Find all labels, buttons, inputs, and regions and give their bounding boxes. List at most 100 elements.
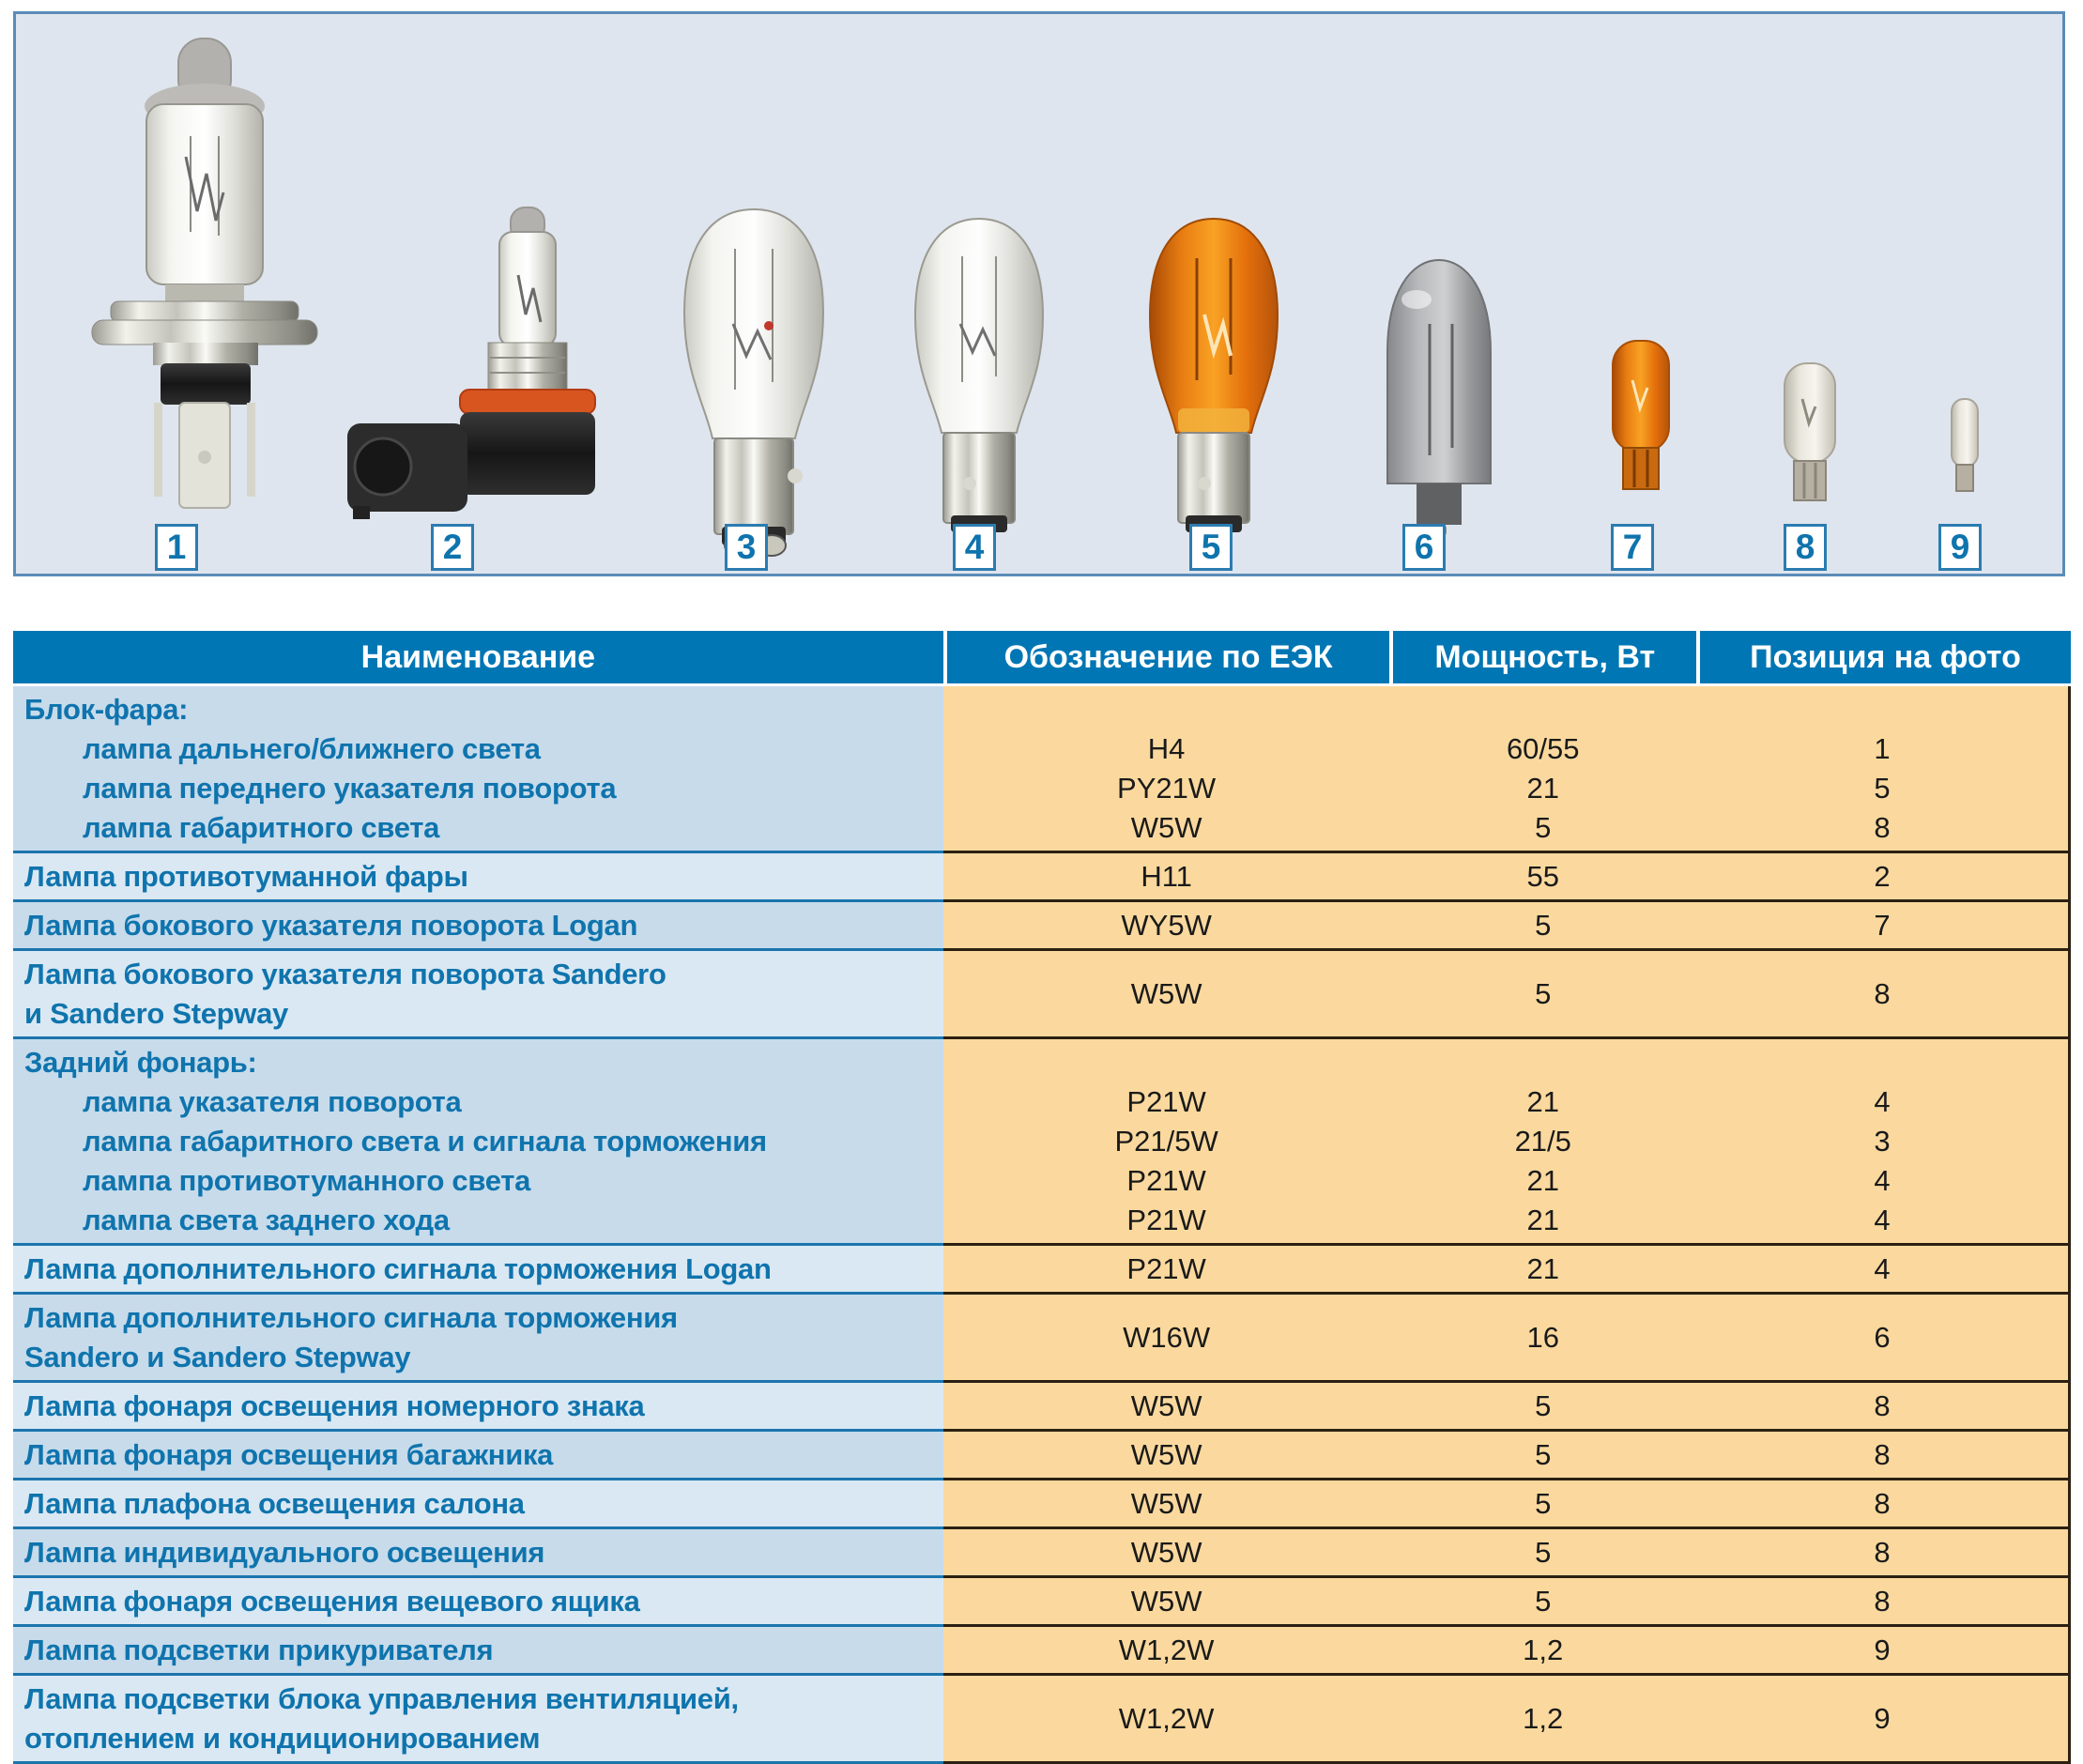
power-watts-cell: 5 (1389, 1432, 1697, 1480)
bulb-position-label-2: 2 (431, 524, 474, 571)
lamps-table: Наименование Обозначение по ЕЭК Мощность… (13, 631, 2071, 1764)
photo-position-cell: 7 (1696, 902, 2071, 951)
bulb-position-label-6: 6 (1402, 524, 1446, 571)
lamp-name: Лампа подсветки прикуривателя (24, 1634, 494, 1666)
power-watts-cell: 5 (1389, 1578, 1697, 1627)
wy5w-amber-wedge-bulb-icon (1612, 340, 1670, 490)
header-ece-designation: Обозначение по ЕЭК (942, 631, 1390, 686)
header-name: Наименование (13, 631, 943, 686)
power-watts-cell: 5 (1389, 1383, 1697, 1432)
bulbs-photo (91, 38, 1979, 557)
lamp-name-cell: Лампа фонаря освещения вещевого ящика (13, 1578, 943, 1627)
table-row: Лампа плафона освещения салона W5W 5 8 (13, 1480, 2071, 1529)
power-watts-cell: 16 (1389, 1295, 1697, 1383)
lamp-name-cell: Задний фонарь: лампа указателя поворота ла… (13, 1039, 943, 1246)
lamp-name: Лампа плафона освещения салона (24, 1487, 525, 1520)
lamp-name-cell: Лампа дополнительного сигнала торможения… (13, 1295, 943, 1383)
ece-designation-cell: W5W (942, 1529, 1390, 1578)
power-watts-cell: 5 (1389, 1529, 1697, 1578)
w16w-gray-wedge-bulb-icon (1386, 258, 1492, 536)
table-row: Лампа дополнительного сигнала торможения… (13, 1295, 2071, 1383)
ece-designation-cell: P21W (942, 1246, 1390, 1295)
bulb-position-label-7: 7 (1611, 524, 1654, 571)
ece-designation-cell: W16W (942, 1295, 1390, 1383)
lamp-name-line2: Sandero и Sandero Stepway (24, 1341, 411, 1373)
table-header-row: Наименование Обозначение по ЕЭК Мощность… (13, 631, 2071, 686)
lamp-name: Лампа дополнительного сигнала торможения… (24, 1252, 772, 1285)
w5w-clear-wedge-bulb-icon (1784, 362, 1836, 501)
power-watts-cell: 5 (1389, 902, 1697, 951)
lamp-name-cell: Лампа дополнительного сигнала торможения… (13, 1246, 943, 1295)
lamp-name-cell: Лампа индивидуального освещения (13, 1529, 943, 1578)
header-power-watts: Мощность, Вт (1389, 631, 1697, 686)
power-watts-cell: 55 (1389, 853, 1697, 902)
ece-designation-cell: W1,2W (942, 1676, 1390, 1764)
bulb-position-label-1: 1 (155, 524, 198, 571)
lamp-name: Лампа бокового указателя поворота Sander… (24, 958, 666, 990)
ece-designation-cell: W5W (942, 951, 1390, 1039)
power-watts-cell: 60/55 21 5 (1389, 686, 1697, 853)
ece-designation-cell: W5W (942, 1383, 1390, 1432)
lamp-sub-item: лампа переднего указателя поворота (83, 772, 617, 805)
lamps-table-body: Блок-фара: лампа дальнего/ближнего света л… (13, 686, 2071, 1764)
lamp-name-cell: Лампа бокового указателя поворота Sander… (13, 951, 943, 1039)
table-row: Лампа бокового указателя поворота Logan W… (13, 902, 2071, 951)
lamp-sub-item: лампа противотуманного света (83, 1164, 531, 1197)
power-watts-cell: 1,2 (1389, 1676, 1697, 1764)
table-row: Лампа противотуманной фары H11 55 2 (13, 853, 2071, 902)
lamp-name: Лампа бокового указателя поворота Logan (24, 909, 638, 942)
lamp-name-cell: Лампа подсветки прикуривателя (13, 1627, 943, 1676)
photo-position-cell: 9 (1696, 1627, 2071, 1676)
photo-position-cell: 9 (1696, 1676, 2071, 1764)
table-row: Лампа дополнительного сигнала торможения… (13, 1246, 2071, 1295)
lamp-name-cell: Лампа бокового указателя поворота Logan (13, 902, 943, 951)
lamp-group-heading: Блок-фара: (24, 693, 189, 726)
photo-position-cell: 2 (1696, 853, 2071, 902)
bulb-position-label-4: 4 (953, 524, 996, 571)
photo-position-cell: 6 (1696, 1295, 2071, 1383)
photo-position-cell: 8 (1696, 1383, 2071, 1432)
bulb-position-label-8: 8 (1784, 524, 1827, 571)
table-row: Лампа бокового указателя поворота Sander… (13, 951, 2071, 1039)
lamp-sub-item: лампа габаритного света и сигнала тормож… (83, 1125, 767, 1158)
lamp-name: Лампа противотуманной фары (24, 860, 468, 893)
photo-position-cell: 8 (1696, 1480, 2071, 1529)
lamp-name-line2: и Sandero Stepway (24, 997, 288, 1030)
ece-designation-cell: H11 (942, 853, 1390, 902)
power-watts-cell: 21 21/5 21 21 (1389, 1039, 1697, 1246)
photo-position-cell: 8 (1696, 951, 2071, 1039)
ece-designation-cell: W5W (942, 1432, 1390, 1480)
ece-designation-cell: W5W (942, 1578, 1390, 1627)
lamp-name: Лампа дополнительного сигнала торможения (24, 1301, 678, 1334)
lamp-name-cell: Лампа фонаря освещения номерного знака (13, 1383, 943, 1432)
header-photo-position: Позиция на фото (1696, 631, 2071, 686)
ece-designation-cell: W5W (942, 1480, 1390, 1529)
lamp-name: Лампа фонаря освещения номерного знака (24, 1389, 645, 1422)
p21-5w-dual-filament-bulb-icon (682, 207, 825, 557)
photo-position-cell: 8 (1696, 1529, 2071, 1578)
ece-designation-cell: P21W P21/5W P21W P21W (942, 1039, 1390, 1246)
ece-designation-cell: WY5W (942, 902, 1390, 951)
photo-position-cell: 8 (1696, 1432, 2071, 1480)
power-watts-cell: 5 (1389, 951, 1697, 1039)
photo-position-cell: 4 (1696, 1246, 2071, 1295)
table-row: Лампа индивидуального освещения W5W 5 8 (13, 1529, 2071, 1578)
ece-designation-cell: H4 PY21W W5W (942, 686, 1390, 853)
lamp-name-cell: Лампа плафона освещения салона (13, 1480, 943, 1529)
lamp-sub-item: лампа габаритного света (83, 811, 440, 844)
py21w-amber-bulb-icon (1148, 217, 1279, 548)
h4-halogen-headlight-bulb-icon (91, 38, 318, 509)
lamp-name-cell: Лампа противотуманной фары (13, 853, 943, 902)
lamp-name-cell: Лампа фонаря освещения багажника (13, 1432, 943, 1480)
lamp-name: Лампа фонаря освещения вещевого ящика (24, 1585, 640, 1618)
p21w-single-filament-bulb-icon (913, 217, 1045, 548)
lamp-name-cell: Блок-фара: лампа дальнего/ближнего света л… (13, 686, 943, 853)
h11-fog-lamp-bulb-icon (347, 207, 596, 519)
table-row: Лампа фонаря освещения вещевого ящика W5W… (13, 1578, 2071, 1627)
bulb-position-label-5: 5 (1189, 524, 1233, 571)
w1-2w-mini-wedge-bulb-icon (1951, 398, 1979, 492)
lamp-sub-item: лампа дальнего/ближнего света (83, 732, 541, 765)
